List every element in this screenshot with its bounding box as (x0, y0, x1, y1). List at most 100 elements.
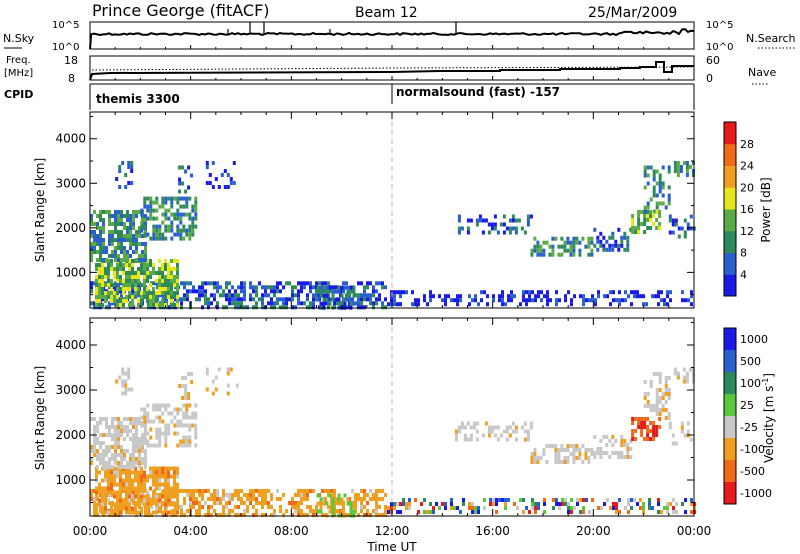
heatmap-cell (225, 305, 228, 310)
heatmap-cell (475, 437, 479, 442)
heatmap-cell (291, 289, 294, 294)
heatmap-cell (211, 379, 215, 384)
heatmap-cell (123, 437, 126, 441)
heatmap-cell (120, 289, 123, 294)
heatmap-cell (643, 230, 647, 234)
heatmap-cell (114, 218, 117, 222)
heatmap-cell (96, 222, 99, 226)
heatmap-cell (114, 246, 117, 250)
heatmap-cell (690, 302, 693, 307)
heatmap-cell (648, 506, 651, 510)
heatmap-cell (243, 285, 246, 290)
heatmap-cell (146, 275, 149, 279)
heatmap-cell (493, 433, 497, 438)
heatmap-cell (526, 222, 530, 227)
heatmap-cell (328, 285, 332, 290)
heatmap-cell (352, 293, 356, 298)
heatmap-cell (487, 230, 491, 235)
heatmap-cell (125, 486, 128, 491)
heatmap-cell (378, 505, 381, 509)
heatmap-cell (205, 371, 209, 376)
heatmap-cell (164, 494, 167, 499)
heatmap-cell (649, 437, 653, 441)
y-tick-label: 3000 (55, 383, 86, 397)
heatmap-cell (457, 230, 461, 235)
colorbar-swatch (724, 460, 736, 483)
heatmap-cell (273, 301, 276, 306)
heatmap-cell (188, 443, 192, 448)
heatmap-cell (691, 379, 695, 384)
heatmap-cell (572, 248, 576, 253)
heatmap-cell (640, 417, 644, 421)
heatmap-cell (132, 437, 135, 441)
heatmap-cell (637, 218, 641, 222)
heatmap-cell (375, 501, 378, 505)
heatmap-cell (561, 498, 564, 502)
heatmap-cell (105, 250, 108, 254)
heatmap-cell (158, 427, 162, 432)
heatmap-cell (655, 226, 659, 230)
heatmap-cell (96, 421, 99, 425)
heatmap-cell (243, 493, 246, 497)
heatmap-cell (155, 427, 159, 432)
heatmap-cell (288, 501, 291, 505)
heatmap-cell (126, 250, 129, 254)
heatmap-cell (255, 497, 258, 501)
heatmap-cell (129, 421, 132, 425)
heatmap-cell (216, 493, 219, 497)
heatmap-cell (173, 478, 176, 483)
heatmap-cell (252, 285, 255, 290)
x-tick-label: 00:00 (677, 524, 712, 538)
heatmap-cell (676, 173, 680, 177)
heatmap-cell (124, 387, 128, 392)
heatmap-cell (104, 267, 107, 271)
heatmap-cell (652, 185, 656, 190)
heatmap-cell (567, 502, 570, 506)
heatmap-cell (131, 279, 134, 283)
heatmap-cell (120, 242, 123, 246)
heatmap-cell (125, 263, 128, 267)
heatmap-cell (691, 169, 695, 173)
heatmap-cell (216, 281, 219, 286)
heatmap-cell (572, 244, 576, 249)
heatmap-cell (533, 248, 537, 253)
heatmap-cell (519, 498, 522, 502)
heatmap-cell (673, 165, 677, 169)
heatmap-cell (319, 505, 323, 510)
heatmap-cell (138, 441, 141, 445)
freq-panel: Freq. [MHz] 18 8 60 0 Nave (4, 54, 776, 85)
heatmap-cell (372, 301, 375, 306)
heatmap-cell (132, 210, 135, 214)
heatmap-cell (194, 196, 198, 201)
heatmap-cell (255, 513, 258, 517)
heatmap-cell (102, 246, 105, 250)
heatmap-cell (93, 513, 96, 517)
heatmap-cell (117, 230, 120, 234)
heatmap-cell (381, 301, 384, 306)
heatmap-cell (566, 444, 570, 448)
heatmap-cell (194, 403, 198, 408)
heatmap-cell (340, 501, 344, 506)
heatmap-cell (649, 165, 653, 170)
heatmap-cell (352, 501, 356, 506)
heatmap-cell (114, 453, 117, 457)
heatmap-cell (602, 451, 606, 455)
heatmap-cell (170, 295, 173, 299)
heatmap-cell (117, 465, 120, 469)
heatmap-cell (572, 252, 576, 257)
heatmap-cell (122, 271, 125, 275)
heatmap-cell (234, 505, 237, 509)
heatmap-cell (93, 210, 96, 214)
heatmap-cell (95, 267, 98, 271)
heatmap-cell (636, 502, 639, 506)
heatmap-cell (120, 425, 123, 429)
heatmap-cell (188, 435, 192, 440)
heatmap-cell (384, 493, 387, 497)
heatmap-cell (182, 212, 186, 217)
heatmap-cell (228, 501, 231, 505)
heatmap-cell (393, 290, 396, 295)
heatmap-cell (539, 248, 543, 253)
heatmap-cell (226, 383, 230, 388)
heatmap-cell (554, 460, 558, 464)
heatmap-cell (540, 298, 543, 303)
